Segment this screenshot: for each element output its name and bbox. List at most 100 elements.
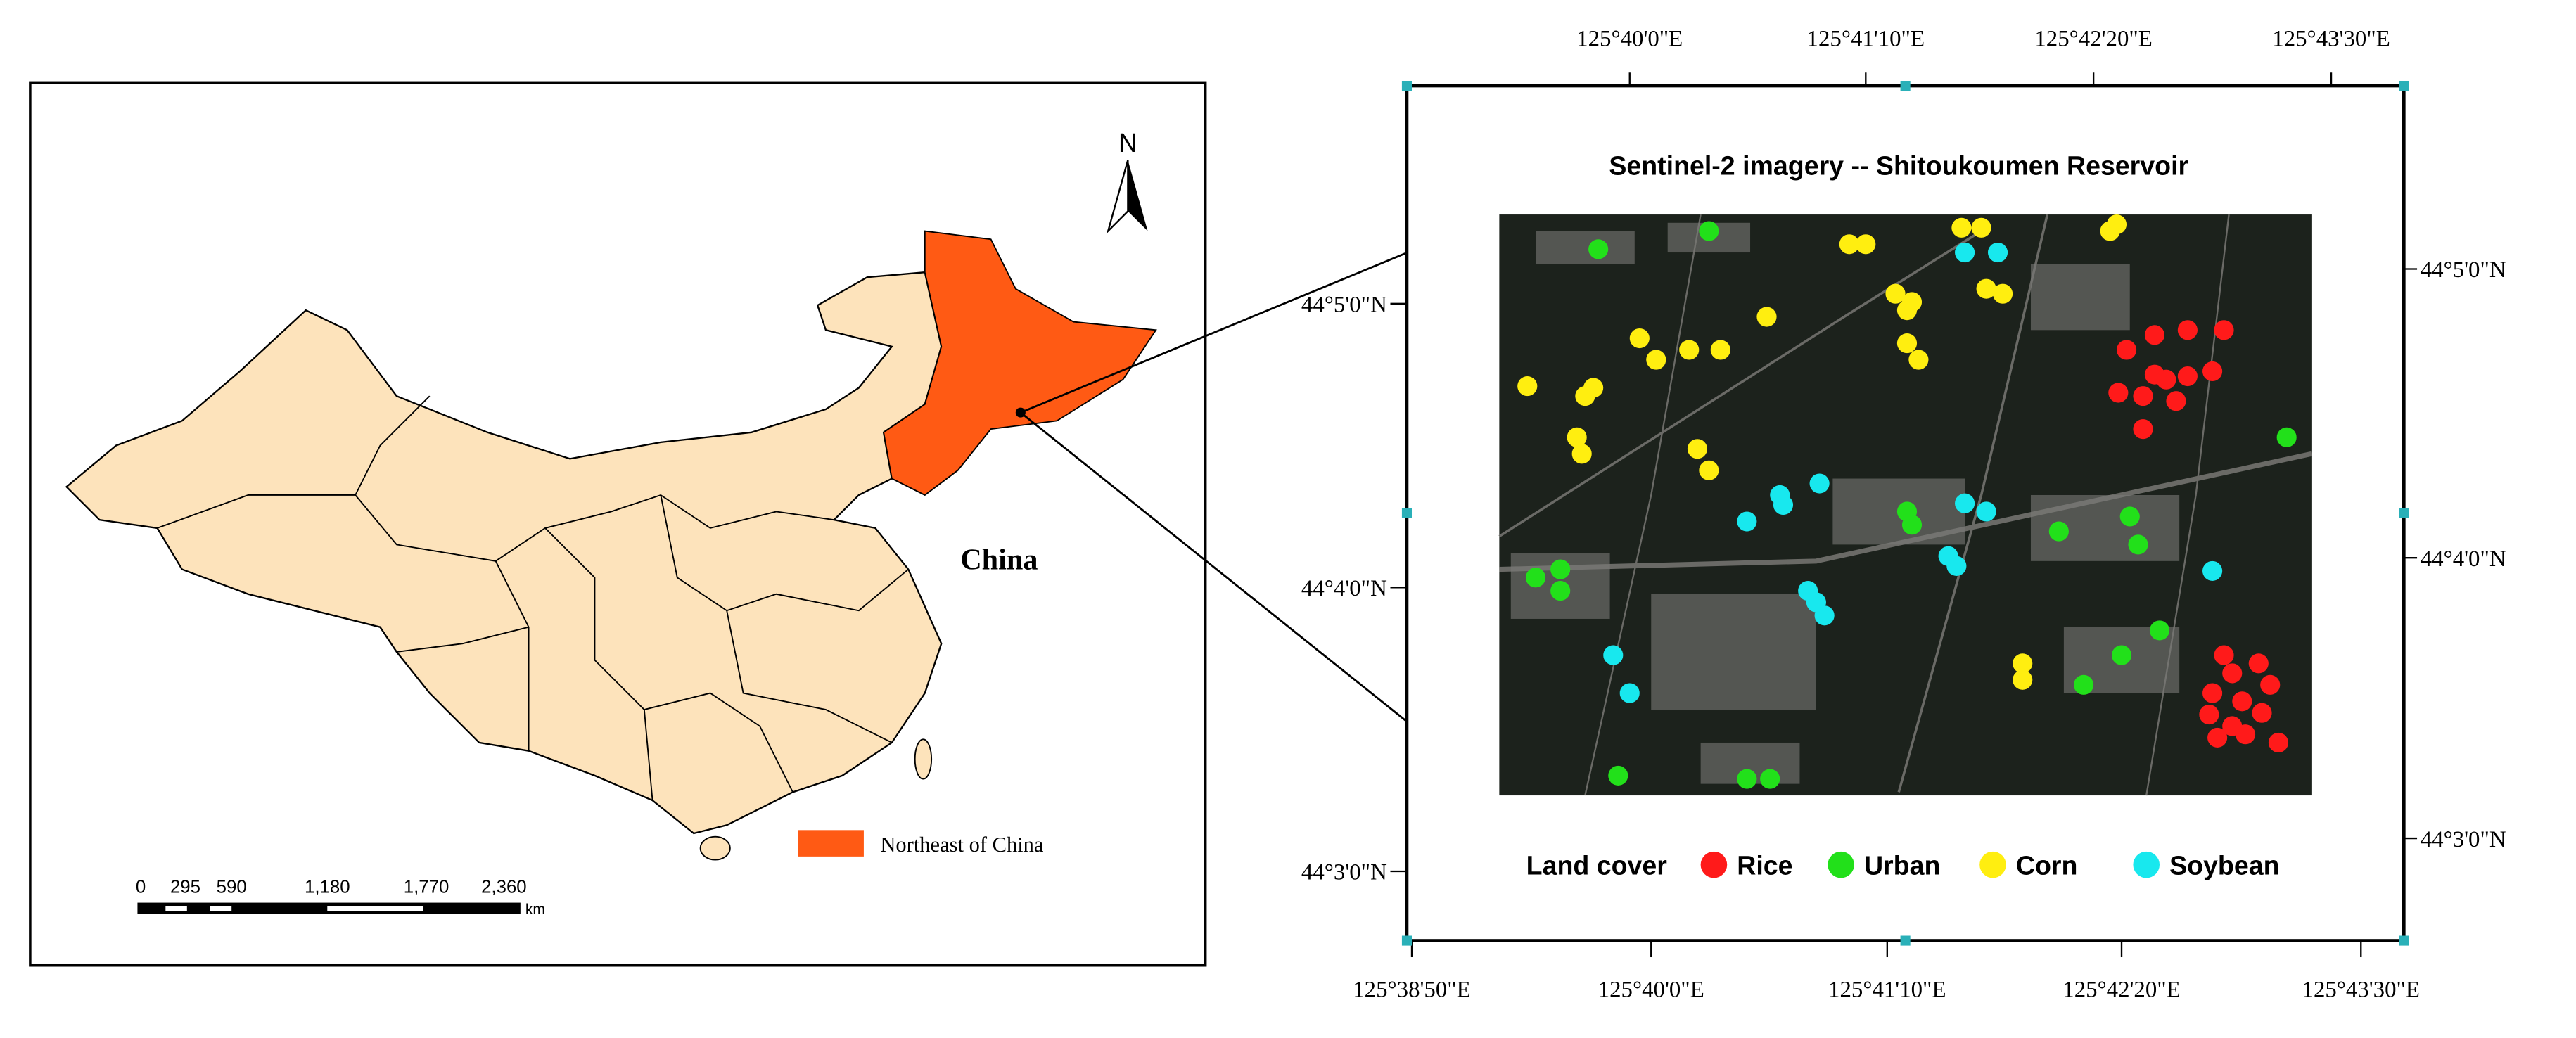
- legend-label: Rice: [1737, 851, 1792, 880]
- top-longitude: 125°41'10"E: [1807, 27, 1925, 52]
- sample-point: [2235, 724, 2256, 745]
- legend-marker: [1979, 851, 2006, 878]
- sample-point: [2260, 674, 2281, 695]
- sample-point: [2202, 361, 2223, 382]
- northeast-region: [883, 230, 1157, 496]
- sample-point: [1737, 511, 1757, 532]
- bottom-longitude: 125°41'10"E: [1828, 977, 1946, 1002]
- sample-point: [1517, 376, 1538, 397]
- country-label: China: [960, 544, 1038, 577]
- sample-point: [2214, 645, 2234, 665]
- top-longitude: 125°40'0"E: [1576, 27, 1683, 52]
- frame-handle: [2399, 935, 2409, 946]
- sample-point: [1951, 217, 1972, 238]
- sample-point: [2108, 383, 2129, 403]
- image-title: Sentinel-2 imagery -- Shitoukoumen Reser…: [1609, 151, 2188, 181]
- sample-point: [1976, 278, 1996, 299]
- sample-point: [1699, 221, 1719, 241]
- taiwan: [914, 738, 933, 780]
- sample-point: [1646, 350, 1666, 370]
- sample-point: [2048, 521, 2069, 542]
- top-longitude: 125°42'20"E: [2034, 27, 2152, 52]
- sample-point: [1737, 769, 1757, 789]
- sample-point: [2013, 669, 2033, 690]
- sample-point: [1946, 556, 1967, 576]
- right-latitude: 44°5'0"N: [2421, 257, 2506, 283]
- bottom-longitude: 125°43'30"E: [2302, 977, 2420, 1002]
- sample-point: [1760, 769, 1780, 789]
- legend-title: Land cover: [1526, 851, 1668, 880]
- sample-point: [1901, 515, 1923, 535]
- sample-point: [1839, 234, 1859, 255]
- sample-point: [1619, 683, 1640, 703]
- sample-point: [1987, 242, 2008, 263]
- sample-point: [1856, 234, 1876, 255]
- sample-point: [1710, 340, 1730, 360]
- scale-unit: km: [525, 902, 545, 918]
- sample-point: [2268, 732, 2289, 753]
- sample-point: [1896, 333, 1918, 354]
- sample-point: [1955, 242, 1975, 263]
- china-outline: [65, 271, 943, 835]
- bottom-longitude: 125°38'50"E: [1353, 977, 1470, 1002]
- sample-point: [2013, 653, 2033, 674]
- sample-point: [2166, 391, 2186, 411]
- sample-point: [2214, 320, 2234, 340]
- sample-point: [1885, 283, 1906, 304]
- scale-tick-label: 590: [217, 878, 247, 897]
- top-longitude: 125°43'30"E: [2272, 27, 2390, 52]
- sample-point: [1687, 439, 1708, 459]
- sample-point: [2177, 366, 2198, 387]
- sample-point: [2202, 683, 2223, 703]
- scale-tick-label: 1,770: [404, 878, 449, 897]
- sample-point: [1908, 350, 1929, 370]
- legend-label: Corn: [2016, 851, 2078, 880]
- frame-handle: [1401, 935, 1412, 946]
- sample-point: [1756, 307, 1777, 327]
- right-latitude: 44°4'0"N: [2421, 546, 2506, 572]
- scale-tick-label: 1,180: [305, 878, 350, 897]
- sample-point: [1567, 427, 1587, 447]
- legend-label: Northeast of China: [880, 833, 1044, 857]
- scale-bar: [137, 902, 521, 915]
- sample-point: [2177, 320, 2198, 340]
- sample-point: [1629, 328, 1650, 349]
- sample-point: [2207, 727, 2228, 748]
- left-latitude: 44°5'0"N: [1301, 293, 1387, 318]
- frame-handle: [1401, 80, 1412, 91]
- sample-point: [1550, 559, 1571, 579]
- sample-point: [2248, 653, 2269, 674]
- sample-point: [2276, 427, 2297, 447]
- scale-tick-label: 295: [170, 878, 200, 897]
- sample-point: [2119, 506, 2140, 527]
- sample-point: [1603, 645, 1624, 665]
- north-label: N: [1118, 128, 1137, 158]
- sample-point: [1976, 501, 1996, 522]
- sample-point: [2144, 325, 2165, 345]
- hainan: [699, 835, 731, 861]
- sample-point: [1550, 580, 1571, 601]
- sample-point: [1896, 300, 1918, 321]
- left-latitude: 44°3'0"N: [1301, 860, 1387, 885]
- sample-point: [2133, 419, 2153, 440]
- right-latitude: 44°3'0"N: [2421, 827, 2506, 852]
- sample-point: [2133, 386, 2153, 406]
- sample-point: [1679, 340, 1700, 360]
- sample-point: [2116, 340, 2137, 360]
- sample-point: [1699, 460, 1719, 480]
- sample-point: [1971, 217, 1991, 238]
- sample-point: [2252, 703, 2272, 723]
- legend-marker: [2133, 851, 2160, 878]
- sample-point: [2199, 704, 2219, 725]
- sample-point: [2232, 691, 2252, 712]
- left-latitude: 44°4'0"N: [1301, 576, 1387, 601]
- frame-handle: [2399, 80, 2409, 91]
- sample-point: [2144, 364, 2165, 385]
- frame-handle: [1401, 508, 1412, 518]
- bottom-longitude: 125°40'0"E: [1598, 977, 1704, 1002]
- sample-point: [2106, 214, 2127, 235]
- sample-point: [1814, 606, 1835, 626]
- legend-label: Soybean: [2169, 851, 2279, 880]
- sample-point: [1809, 473, 1830, 494]
